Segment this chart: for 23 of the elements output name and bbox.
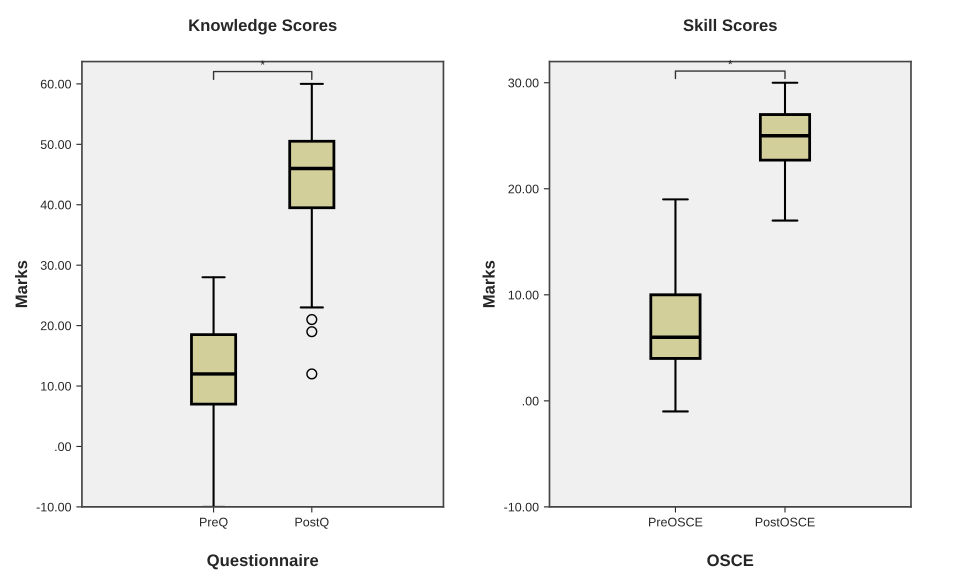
x-tick-label: PostOSCE (756, 518, 815, 526)
y-tick-label: .00 (522, 396, 539, 406)
y-tick-label: .00 (55, 442, 72, 452)
y-tick-label: 60.00 (40, 80, 72, 89)
y-tick-label: 10.00 (41, 382, 72, 391)
y-tick-label: 30.00 (40, 260, 72, 270)
y-tick-label: 50.00 (40, 140, 72, 149)
y-tick-label: 20.00 (40, 321, 72, 330)
x-tick-label: PreOSCE (649, 518, 702, 526)
x-axis-title: OSCE (707, 554, 754, 566)
y-tick-label: 10.00 (508, 290, 539, 300)
y-axis-title: Marks (482, 260, 495, 308)
y-tick-label: 20.00 (508, 184, 539, 194)
x-tick-label: PreQ (200, 518, 228, 529)
chart-title: Knowledge Scores (189, 18, 337, 35)
y-axis-title: Marks (14, 260, 28, 308)
y-tick-label: -10.00 (36, 502, 72, 512)
y-tick-label: 40.00 (40, 200, 72, 210)
x-tick-label: PostQ (295, 518, 329, 529)
chart-title: Skill Scores (683, 18, 777, 32)
x-axis-title: Questionnaire (207, 554, 318, 570)
y-tick-label: -10.00 (504, 502, 539, 512)
y-tick-label: 30.00 (508, 78, 539, 88)
